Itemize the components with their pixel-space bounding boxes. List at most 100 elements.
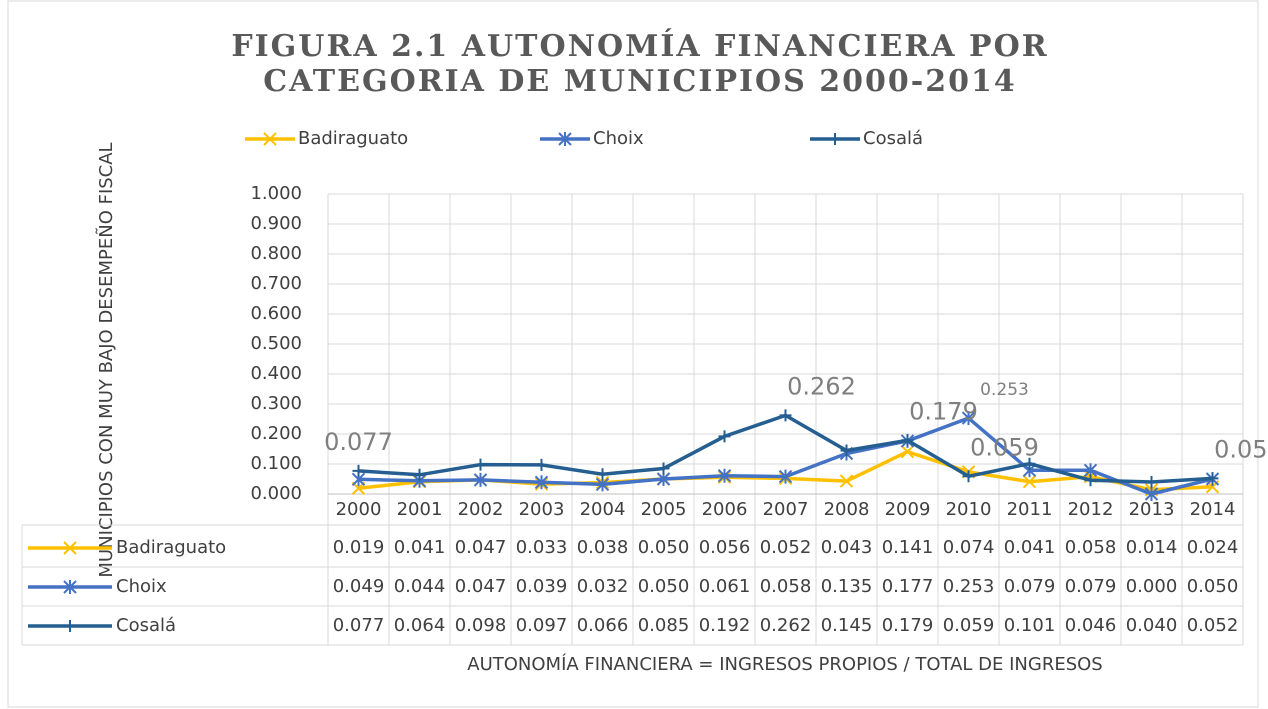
x-tick-label: 2004 xyxy=(580,499,626,520)
table-cell: 0.074 xyxy=(943,537,995,558)
table-cell: 0.058 xyxy=(1065,537,1117,558)
marker xyxy=(1023,457,1036,470)
table-cell: 0.039 xyxy=(516,576,568,597)
marker xyxy=(839,474,854,488)
y-tick-label: 0.900 xyxy=(250,213,302,234)
table-cell: 0.179 xyxy=(882,615,934,636)
marker xyxy=(778,469,793,484)
table-cell: 0.079 xyxy=(1004,576,1056,597)
legend-marker xyxy=(558,132,572,146)
table-cell: 0.050 xyxy=(1187,576,1239,597)
table-cell: 0.145 xyxy=(821,615,873,636)
marker xyxy=(1144,487,1159,501)
x-tick-label: 2014 xyxy=(1190,499,1236,520)
table-row-label: Cosalá xyxy=(116,615,176,636)
x-tick-label: 2007 xyxy=(763,499,809,520)
data-label: 0.179 xyxy=(909,397,978,425)
marker xyxy=(900,444,915,459)
marker xyxy=(1022,474,1037,489)
table-cell: 0.043 xyxy=(821,537,873,558)
chart-title: CATEGORIA DE MUNICIPIOS 2000-2014 xyxy=(263,64,1016,99)
marker xyxy=(413,468,426,481)
table-cell: 0.058 xyxy=(760,576,812,597)
table-cell: 0.032 xyxy=(577,576,629,597)
marker xyxy=(657,462,670,475)
marker xyxy=(1206,472,1219,485)
table-cell: 0.046 xyxy=(1065,615,1117,636)
table-cell: 0.141 xyxy=(882,537,934,558)
table-cell: 0.064 xyxy=(394,615,446,636)
y-axis-label: MUNICIPIOS CON MUY BAJO DESEMPEÑO FISCAL xyxy=(95,142,117,577)
marker xyxy=(718,430,731,443)
x-tick-label: 2002 xyxy=(458,499,504,520)
marker xyxy=(1145,476,1158,488)
table-cell: 0.177 xyxy=(882,576,934,597)
x-tick-label: 2010 xyxy=(946,499,992,520)
x-tick-label: 2011 xyxy=(1007,499,1053,520)
table-cell: 0.050 xyxy=(638,537,690,558)
marker xyxy=(840,444,853,457)
y-tick-label: 0.700 xyxy=(250,273,302,294)
x-tick-label: 2012 xyxy=(1068,499,1114,520)
table-cell: 0.085 xyxy=(638,615,690,636)
table-cell: 0.101 xyxy=(1004,615,1056,636)
table-cell: 0.056 xyxy=(699,537,751,558)
table-cell: 0.079 xyxy=(1065,576,1117,597)
table-cell: 0.052 xyxy=(1187,615,1239,636)
table-cell: 0.044 xyxy=(394,576,446,597)
table-legend-marker xyxy=(63,541,77,555)
legend-label: Choix xyxy=(593,128,644,149)
data-label: 0.077 xyxy=(324,428,393,456)
table-cell: 0.049 xyxy=(333,576,385,597)
marker xyxy=(1084,474,1097,487)
marker xyxy=(474,458,487,471)
table-legend-marker xyxy=(63,580,77,594)
y-tick-label: 0.400 xyxy=(250,363,302,384)
marker xyxy=(534,475,549,490)
marker xyxy=(352,464,365,477)
table-cell: 0.253 xyxy=(943,576,995,597)
table-cell: 0.077 xyxy=(333,615,385,636)
table-cell: 0.262 xyxy=(760,615,812,636)
legend-label: Badiraguato xyxy=(298,128,408,149)
marker xyxy=(596,468,609,481)
table-cell: 0.014 xyxy=(1126,537,1178,558)
marker xyxy=(961,411,976,426)
table-row-label: Choix xyxy=(116,576,167,597)
y-tick-label: 0.000 xyxy=(250,483,302,504)
data-label: 0.262 xyxy=(787,372,856,400)
y-tick-label: 0.600 xyxy=(250,303,302,324)
data-label: 0.052 xyxy=(1214,435,1268,463)
table-cell: 0.192 xyxy=(699,615,751,636)
legend-marker xyxy=(263,132,277,146)
table-legend-marker xyxy=(64,620,76,632)
table-cell: 0.050 xyxy=(638,576,690,597)
table-cell: 0.000 xyxy=(1126,576,1178,597)
table-cell: 0.019 xyxy=(333,537,385,558)
table-cell: 0.047 xyxy=(455,537,507,558)
chart-title: FIGURA 2.1 AUTONOMÍA FINANCIERA POR xyxy=(231,28,1048,64)
y-tick-label: 0.100 xyxy=(250,453,302,474)
table-cell: 0.052 xyxy=(760,537,812,558)
y-tick-label: 0.200 xyxy=(250,423,302,444)
x-tick-label: 2006 xyxy=(702,499,748,520)
table-cell: 0.135 xyxy=(821,576,873,597)
x-tick-label: 2008 xyxy=(824,499,870,520)
x-tick-label: 2000 xyxy=(336,499,382,520)
table-cell: 0.024 xyxy=(1187,537,1239,558)
table-cell: 0.098 xyxy=(455,615,507,636)
x-tick-label: 2001 xyxy=(397,499,443,520)
y-tick-label: 0.300 xyxy=(250,393,302,414)
marker xyxy=(901,434,914,447)
table-cell: 0.033 xyxy=(516,537,568,558)
marker xyxy=(779,409,792,422)
y-tick-label: 0.800 xyxy=(250,243,302,264)
legend-label: Cosalá xyxy=(863,128,923,149)
marker xyxy=(535,458,548,471)
marker xyxy=(962,470,975,483)
table-cell: 0.040 xyxy=(1126,615,1178,636)
table-cell: 0.066 xyxy=(577,615,629,636)
y-tick-label: 1.000 xyxy=(250,183,302,204)
table-row-label: Badiraguato xyxy=(116,537,226,558)
